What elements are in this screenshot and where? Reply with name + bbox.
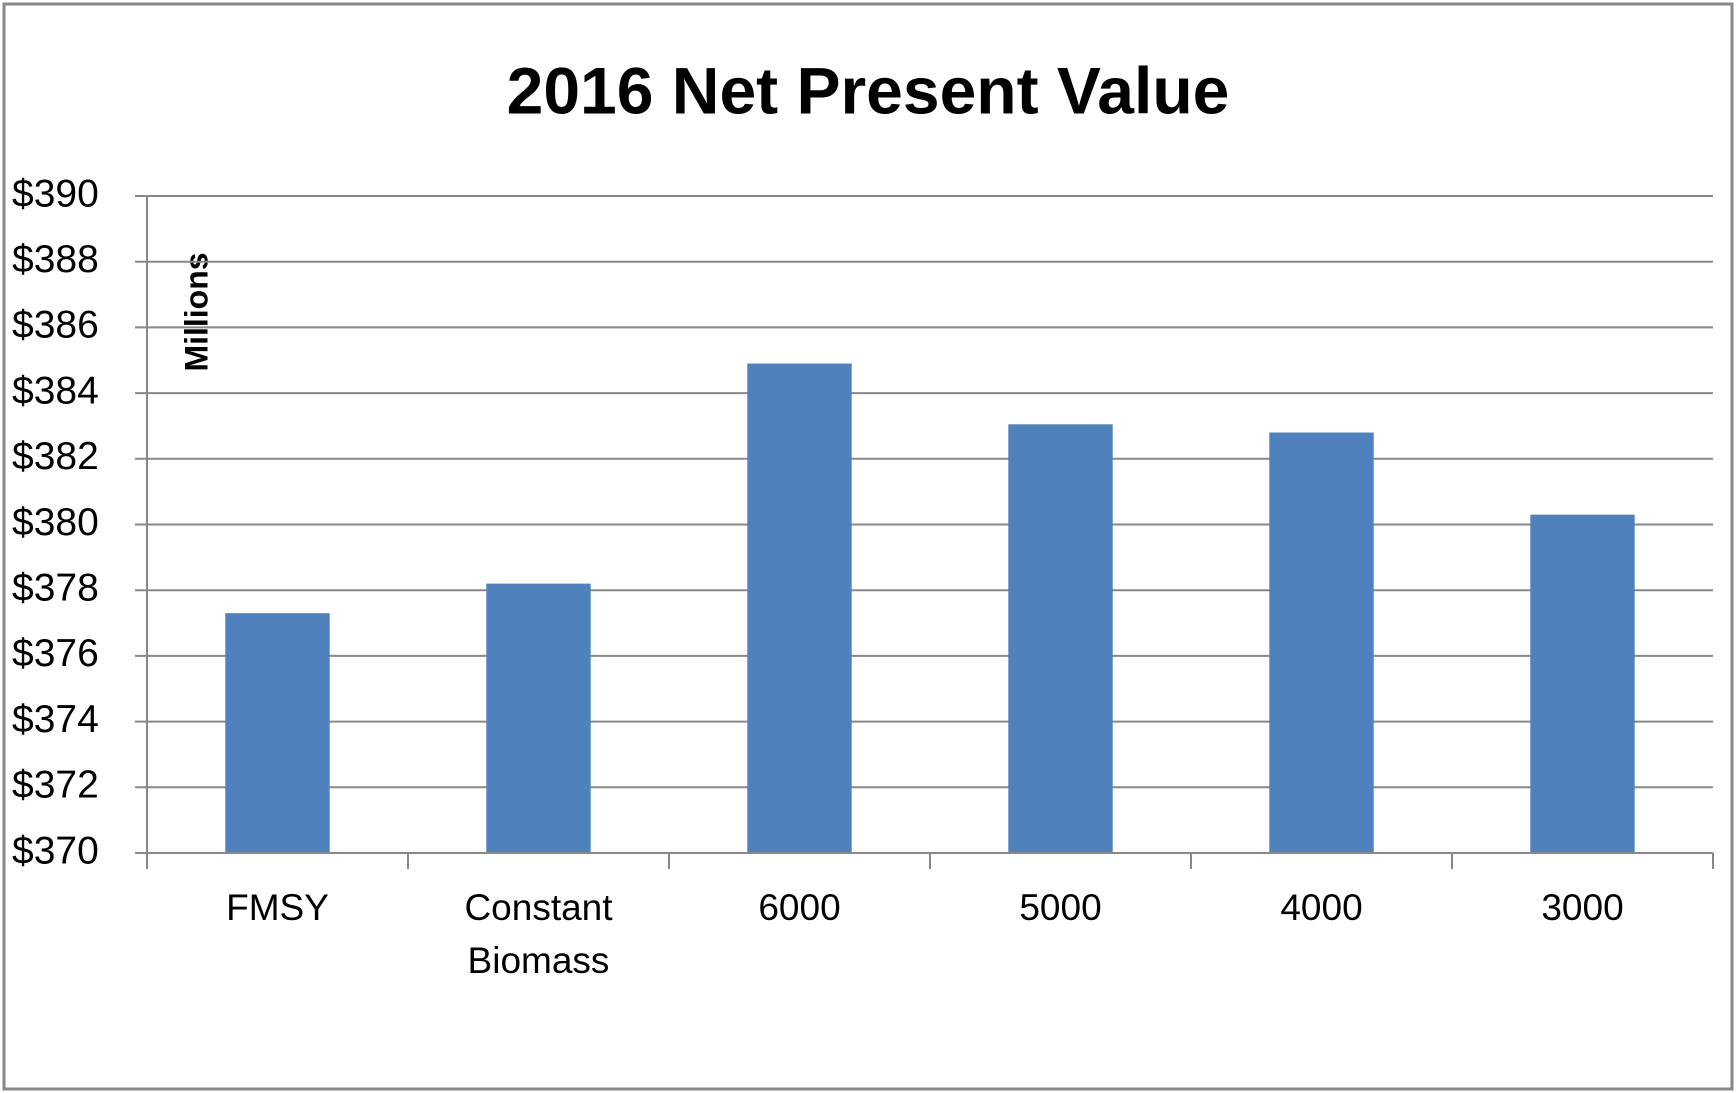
bar — [747, 363, 852, 853]
bar — [1269, 432, 1374, 853]
y-tick-label: $370 — [12, 829, 99, 872]
bar — [1530, 514, 1635, 853]
bar — [225, 613, 330, 853]
x-tick-label: 3000 — [1541, 887, 1623, 928]
y-tick-label: $374 — [12, 698, 99, 741]
y-tick-label: $382 — [12, 435, 99, 478]
y-tick-label: $372 — [12, 764, 99, 807]
y-tick-label: $378 — [12, 566, 99, 609]
bar — [1008, 424, 1113, 853]
x-tick-label: FMSY — [226, 887, 329, 928]
y-tick-label: $388 — [12, 238, 99, 281]
x-tick-label: Constant Biomass — [464, 887, 613, 981]
y-tick-label: $390 — [12, 172, 99, 215]
x-tick-label: 5000 — [1019, 887, 1101, 928]
y-axis-label: Millions — [178, 252, 214, 371]
chart-title: 2016 Net Present Value — [507, 53, 1230, 127]
bar — [486, 583, 591, 853]
y-tick-label: $386 — [12, 304, 99, 347]
y-tick-label: $380 — [12, 501, 99, 544]
x-tick-label: 4000 — [1280, 887, 1362, 928]
x-tick-label: 6000 — [758, 887, 840, 928]
y-tick-label: $384 — [12, 369, 99, 412]
y-tick-label: $376 — [12, 632, 99, 675]
